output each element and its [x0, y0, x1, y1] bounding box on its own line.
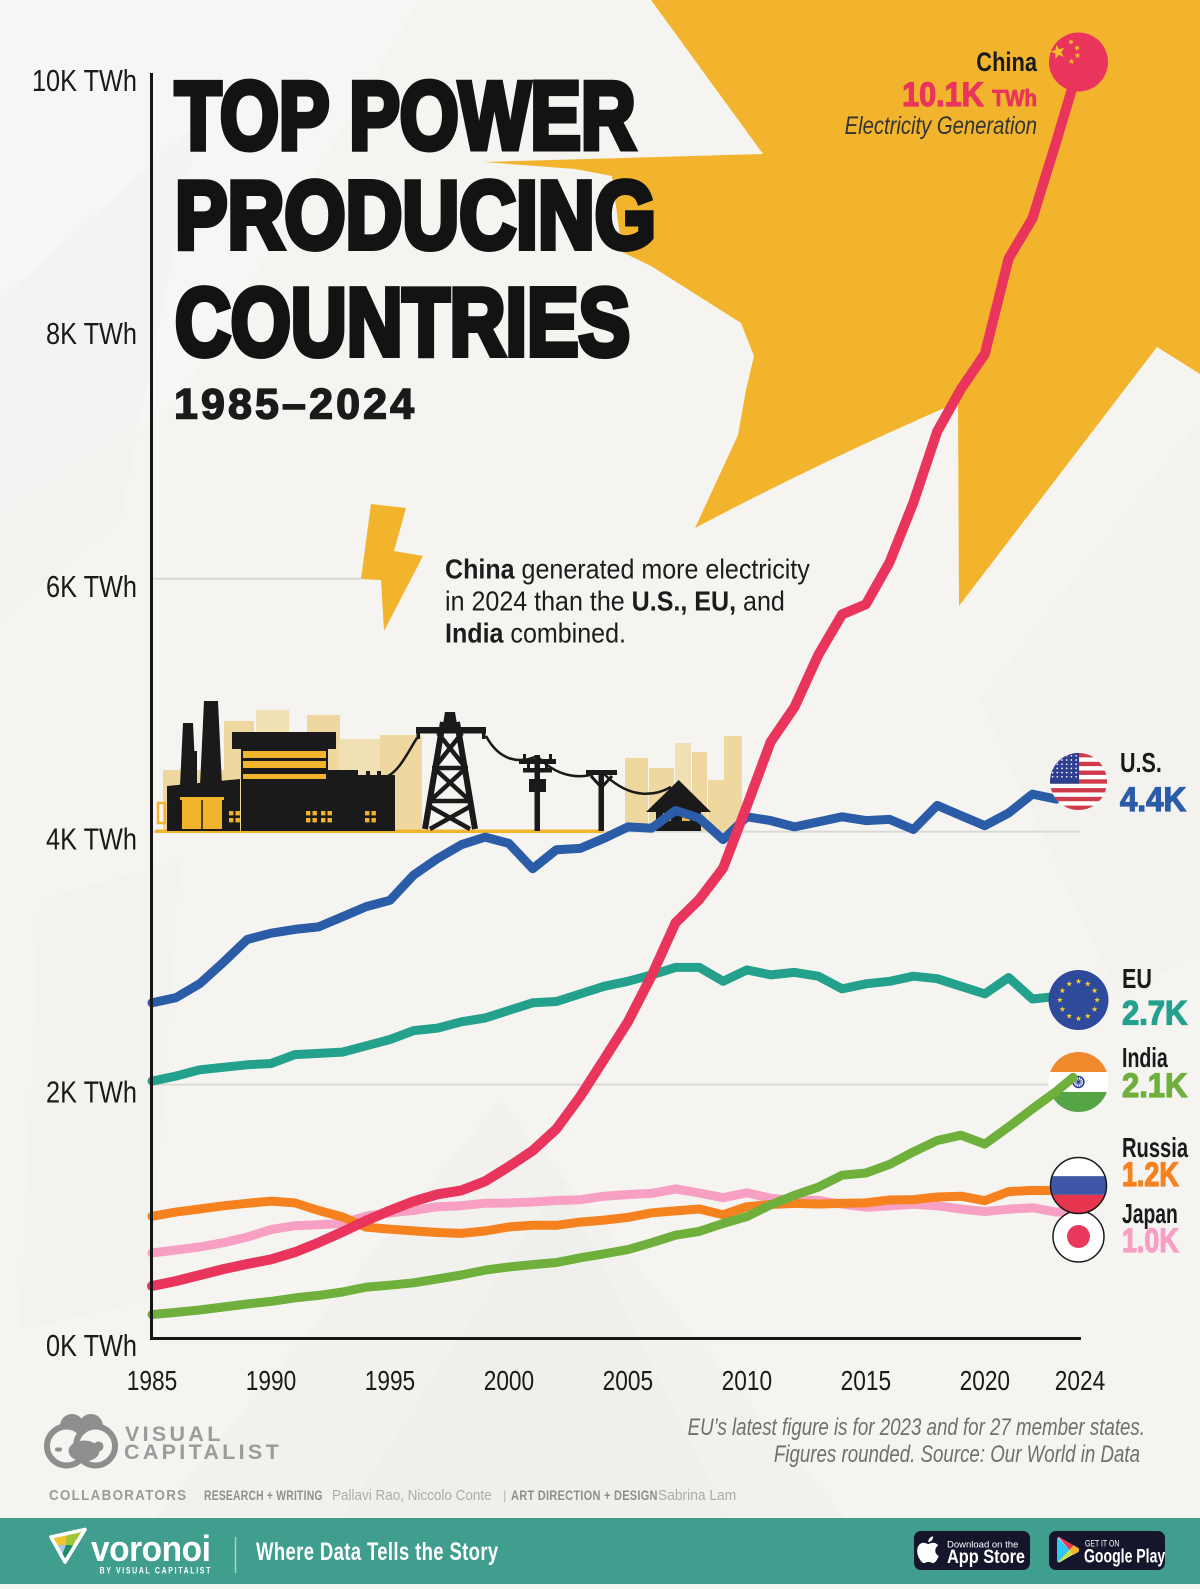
svg-text:10.1K TWh: 10.1K TWh [902, 76, 1037, 114]
svg-text:RESEARCH + WRITING: RESEARCH + WRITING [204, 1487, 323, 1503]
svg-text:Russia: Russia [1122, 1133, 1188, 1164]
svg-text:1.0K: 1.0K [1122, 1222, 1179, 1260]
svg-text:0K TWh: 0K TWh [46, 1329, 137, 1363]
svg-text:4K TWh: 4K TWh [46, 822, 137, 856]
svg-text:Google Play: Google Play [1084, 1545, 1166, 1567]
svg-text:App Store: App Store [947, 1546, 1025, 1567]
svg-text:EU’s latest figure is for 2023: EU’s latest figure is for 2023 and for 2… [688, 1414, 1145, 1441]
svg-text:2.7K: 2.7K [1122, 994, 1188, 1032]
svg-text:1985–2024: 1985–2024 [174, 381, 417, 429]
svg-text:Electricity Generation: Electricity Generation [845, 111, 1037, 140]
svg-text:8K TWh: 8K TWh [46, 317, 137, 351]
svg-text:VISUAL: VISUAL [125, 1422, 224, 1446]
svg-text:Figures rounded. Source: Our W: Figures rounded. Source: Our World in Da… [774, 1441, 1140, 1468]
svg-text:CAPITALIST: CAPITALIST [124, 1440, 282, 1464]
svg-text:in 2024 than the U.S., EU, and: in 2024 than the U.S., EU, and [445, 585, 785, 617]
svg-text:ART DIRECTION + DESIGN: ART DIRECTION + DESIGN [511, 1488, 658, 1504]
svg-text:Where Data Tells the Story: Where Data Tells the Story [256, 1537, 499, 1565]
svg-text:2010: 2010 [722, 1366, 772, 1397]
svg-text:10K TWh: 10K TWh [32, 64, 137, 98]
svg-text:Sabrina Lam: Sabrina Lam [658, 1488, 736, 1505]
svg-text:Pallavi Rao, Niccolo Conte: Pallavi Rao, Niccolo Conte [332, 1487, 492, 1504]
svg-text:China generated more electrici: China generated more electricity [445, 553, 810, 585]
svg-text:1.2K: 1.2K [1122, 1156, 1179, 1194]
svg-text:COLLABORATORS: COLLABORATORS [49, 1487, 187, 1504]
svg-text:China: China [976, 48, 1037, 78]
svg-text:2020: 2020 [960, 1366, 1010, 1397]
svg-text:4.4K: 4.4K [1120, 780, 1186, 819]
svg-text:BY VISUAL CAPITALIST: BY VISUAL CAPITALIST [100, 1564, 213, 1575]
svg-text:2024: 2024 [1055, 1366, 1105, 1397]
svg-text:U.S.: U.S. [1120, 747, 1162, 778]
svg-text:2015: 2015 [841, 1366, 891, 1397]
svg-text:GET IT ON: GET IT ON [1085, 1539, 1120, 1549]
svg-text:|: | [503, 1488, 506, 1503]
svg-text:Download on the: Download on the [947, 1540, 1018, 1551]
svg-text:2.1K: 2.1K [1122, 1067, 1188, 1105]
svg-text:Japan: Japan [1122, 1199, 1178, 1230]
svg-text:1990: 1990 [246, 1366, 296, 1397]
svg-text:2005: 2005 [603, 1366, 653, 1397]
svg-text:EU: EU [1122, 963, 1152, 994]
svg-text:TOP POWER: TOP POWER [175, 63, 636, 170]
svg-text:1985: 1985 [127, 1366, 177, 1397]
svg-text:COUNTRIES: COUNTRIES [175, 269, 630, 376]
svg-text:voronoi: voronoi [91, 1530, 210, 1569]
svg-text:6K TWh: 6K TWh [46, 570, 137, 604]
svg-text:PRODUCING: PRODUCING [175, 162, 656, 269]
svg-text:1995: 1995 [365, 1366, 415, 1397]
svg-text:India: India [1122, 1043, 1168, 1074]
svg-text:India combined.: India combined. [445, 617, 626, 649]
svg-text:2000: 2000 [484, 1366, 534, 1397]
svg-text:2K TWh: 2K TWh [46, 1075, 137, 1109]
